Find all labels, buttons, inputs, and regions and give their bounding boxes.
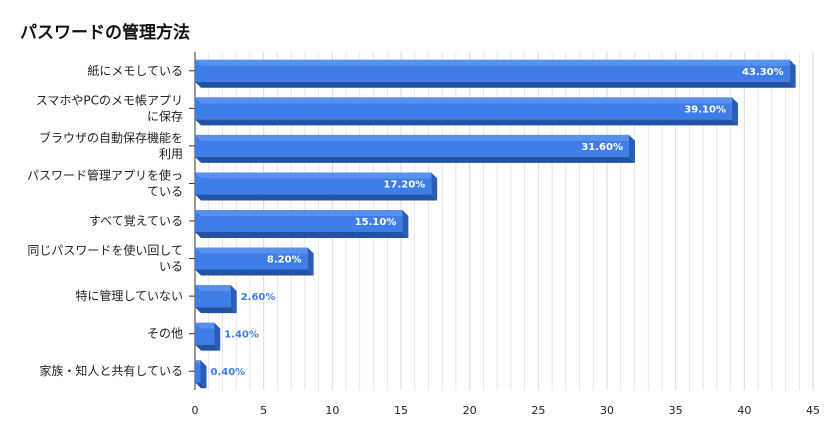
data-label: 0.40%: [210, 367, 245, 378]
bar-top-face: [195, 172, 438, 179]
chart-title: パスワードの管理方法: [20, 23, 190, 43]
category-label: 利用: [159, 147, 183, 161]
bar-bottom-face: [195, 344, 221, 351]
bar-top-face: [195, 210, 409, 216]
data-label: 2.60%: [241, 292, 276, 303]
category-label: すべて覚えている: [89, 214, 183, 228]
bar-bottom-face: [195, 119, 738, 126]
x-tick-label: 15: [394, 404, 408, 417]
bar-bottom-face: [195, 156, 635, 163]
bar-top-face: [195, 285, 237, 292]
category-label: 同じパスワードを使い回して: [27, 243, 183, 258]
category-label: パスワード管理アプリを使っ: [27, 167, 183, 182]
bar-side-face: [628, 134, 635, 163]
bar-side-face: [307, 247, 314, 276]
bar-side-face: [731, 97, 738, 126]
bar-bottom-face: [195, 307, 237, 314]
category-label: 特に管理していない: [75, 288, 183, 303]
x-tick-label: 5: [260, 404, 267, 417]
x-tick-label: 35: [669, 404, 683, 417]
data-label: 39.10%: [684, 104, 726, 115]
bar-side-face: [214, 322, 221, 351]
data-label: 17.20%: [384, 179, 426, 190]
category-label: ブラウザの自動保存機能を: [39, 130, 183, 145]
data-label: 15.10%: [355, 217, 397, 228]
bar-bottom-face: [195, 382, 207, 389]
bar-bottom-face: [195, 269, 314, 276]
x-tick-label: 20: [463, 404, 477, 417]
x-tick-label: 30: [600, 404, 614, 417]
bar-side-face: [230, 285, 237, 314]
category-label: 家族・知人と共有している: [39, 363, 183, 378]
category-label: スマホやPCのメモ帳アプリ: [36, 93, 183, 107]
category-label: ている: [147, 184, 183, 198]
bar-top-face: [195, 59, 796, 66]
bar-side-face: [200, 360, 207, 389]
category-label: 紙にメモしている: [87, 63, 183, 78]
data-label: 31.60%: [581, 142, 623, 153]
bar-bottom-face: [195, 232, 409, 238]
data-label: 8.20%: [267, 255, 302, 266]
x-tick-label: 25: [531, 404, 545, 417]
category-label: いる: [159, 260, 183, 274]
category-label: その他: [147, 327, 183, 341]
bar-side-face: [789, 59, 796, 88]
bar-top-face: [195, 247, 314, 254]
bar-top-face: [195, 322, 221, 329]
bar-side-face: [431, 172, 438, 201]
bar-top-face: [195, 134, 635, 141]
bar-side-face: [402, 210, 409, 238]
bar-bottom-face: [195, 194, 438, 201]
x-tick-label: 45: [806, 404, 820, 417]
data-label: 1.40%: [224, 330, 259, 341]
bar-top-face: [195, 97, 738, 104]
x-tick-label: 40: [737, 404, 751, 417]
category-label: に保存: [147, 109, 183, 123]
x-tick-label: 10: [325, 404, 339, 417]
x-tick-label: 0: [192, 404, 199, 417]
data-label: 43.30%: [742, 67, 784, 78]
bar-bottom-face: [195, 81, 796, 88]
bar: [195, 360, 201, 383]
